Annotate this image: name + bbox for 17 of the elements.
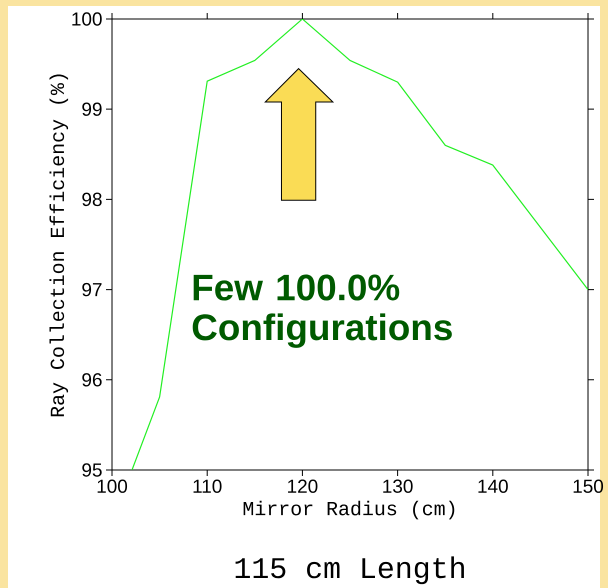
x-tick-label: 130 [383,480,413,493]
text: 115 cm Length [236,556,464,584]
x-axis-title: Mirror Radius (cm) [244,500,454,520]
y-tick-label: 98 [82,192,102,206]
line-series [131,18,588,470]
y-tick-label: 99 [82,102,102,116]
y-tick-label: 95 [82,463,102,477]
x-tick-label: 100 [98,480,128,493]
x-tick-label: 120 [288,480,318,493]
x-tick-label: 110 [194,480,222,493]
x-tick-label: 150 [574,480,604,493]
y-tick-label: 100 [72,12,102,26]
y-tick-label: 96 [82,373,102,386]
x-tick-label: 140 [478,480,508,493]
annotation: Few 100.0% Configurations [192,274,452,348]
y-tick-label: 97 [82,282,102,296]
y-axis-title: Ray Collection Efficiency (%) [49,74,68,416]
